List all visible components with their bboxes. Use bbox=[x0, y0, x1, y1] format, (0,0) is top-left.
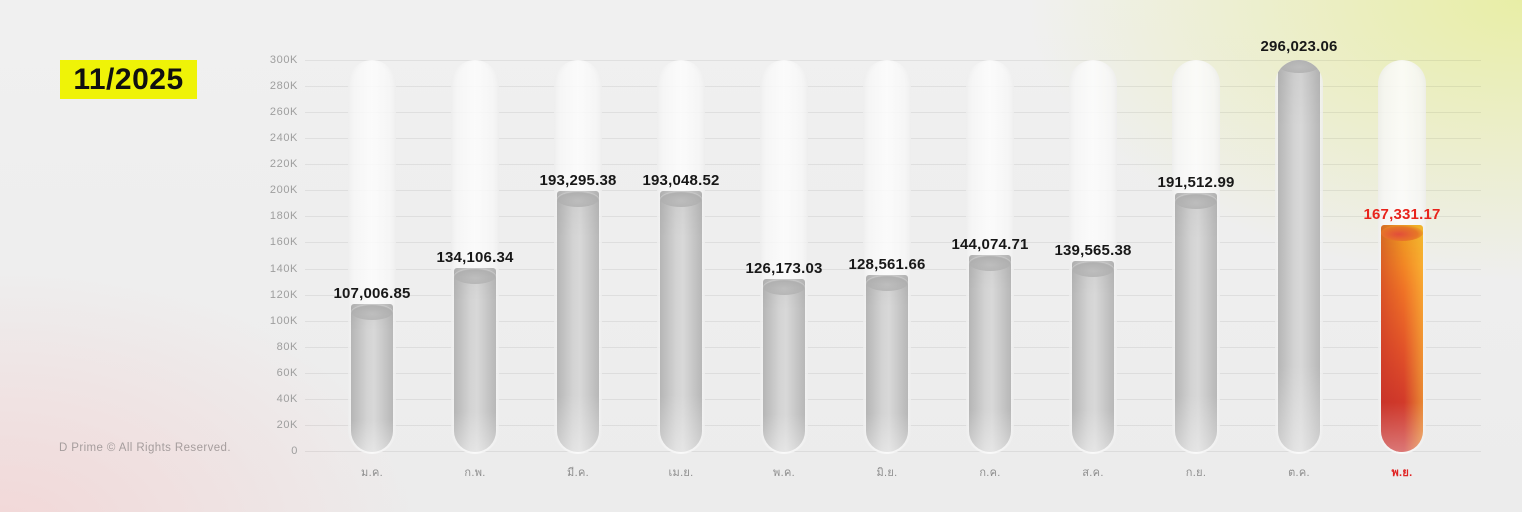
y-axis-label: 160K bbox=[269, 236, 298, 249]
y-axis-label: 40K bbox=[276, 392, 298, 405]
bar-value-label: 193,295.38 bbox=[539, 172, 617, 190]
y-axis-label: 240K bbox=[269, 132, 298, 145]
bar-top-rim bbox=[969, 255, 1011, 272]
x-axis-label: พ.ค. bbox=[773, 467, 795, 479]
bar-value-label: 128,561.66 bbox=[848, 256, 926, 274]
y-axis-label: 120K bbox=[269, 288, 298, 301]
bar-track bbox=[760, 60, 808, 454]
bar-track bbox=[554, 60, 602, 454]
bar-value-label: 191,512.99 bbox=[1157, 174, 1235, 192]
bar-track bbox=[1378, 60, 1426, 454]
bar-top-rim bbox=[763, 278, 805, 295]
chart-plot: 107,006.85 ม.ค. 134,106.34 ก.พ. 193,295.38 มี… bbox=[305, 38, 1481, 479]
bar-track bbox=[1069, 60, 1117, 454]
bar-top-rim bbox=[660, 191, 702, 208]
bar-top-rim bbox=[866, 275, 908, 292]
x-axis-label: เม.ย. bbox=[668, 467, 694, 479]
bar-value-label: 126,173.03 bbox=[745, 259, 823, 277]
y-axis-label: 280K bbox=[269, 80, 298, 93]
y-axis-label: 20K bbox=[276, 418, 298, 431]
bar-fill bbox=[1072, 261, 1114, 452]
bar-top-rim bbox=[1072, 261, 1114, 278]
bar-value-label: 139,565.38 bbox=[1054, 242, 1132, 260]
y-axis-label: 140K bbox=[269, 262, 298, 275]
bar-track bbox=[1172, 60, 1220, 454]
x-axis-label: ต.ค. bbox=[1288, 467, 1310, 479]
y-axis-label: 80K bbox=[276, 340, 298, 353]
bar-value-label: 296,023.06 bbox=[1260, 38, 1338, 56]
x-axis-label: พ.ย. bbox=[1391, 467, 1413, 479]
bar-fill bbox=[969, 255, 1011, 452]
bar-top-rim bbox=[351, 303, 393, 320]
bar-fill bbox=[866, 275, 908, 452]
bar-fill bbox=[1175, 193, 1217, 452]
bar-fill bbox=[351, 303, 393, 453]
y-axis-label: 200K bbox=[269, 184, 298, 197]
bar-top-rim bbox=[454, 268, 496, 285]
bar-top-rim bbox=[1381, 224, 1423, 241]
bar-value-label: 134,106.34 bbox=[436, 249, 514, 267]
bar-top-rim bbox=[1278, 60, 1320, 74]
bar-track bbox=[1275, 60, 1323, 454]
period-badge: 11/2025 bbox=[60, 60, 197, 99]
y-axis-label: 60K bbox=[276, 366, 298, 379]
x-axis-label: ส.ค. bbox=[1082, 467, 1104, 479]
x-axis-label: ม.ค. bbox=[361, 467, 383, 479]
x-axis-label: ก.ย. bbox=[1185, 467, 1207, 479]
bar-fill bbox=[660, 191, 702, 452]
bar-track bbox=[863, 60, 911, 454]
bar-value-label: 107,006.85 bbox=[333, 284, 411, 302]
bar-fill bbox=[1278, 60, 1320, 452]
bar-fill bbox=[454, 268, 496, 452]
y-axis-label: 220K bbox=[269, 158, 298, 171]
bar-fill bbox=[557, 191, 599, 452]
bar-track bbox=[348, 60, 396, 454]
y-axis-label: 300K bbox=[269, 54, 298, 66]
bar-track bbox=[451, 60, 499, 454]
y-axis-label: 100K bbox=[269, 314, 298, 327]
y-axis-label: 260K bbox=[269, 106, 298, 119]
bar-top-rim bbox=[557, 191, 599, 208]
bar-track bbox=[657, 60, 705, 454]
y-axis-label: 180K bbox=[269, 210, 298, 223]
x-axis-label: มิ.ย. bbox=[876, 467, 898, 479]
bar-value-label: 144,074.71 bbox=[951, 236, 1029, 254]
copyright-text: D Prime © All Rights Reserved. bbox=[59, 442, 231, 454]
bar-value-label: 193,048.52 bbox=[642, 172, 720, 190]
bar-fill bbox=[763, 278, 805, 453]
bar-track bbox=[966, 60, 1014, 454]
bar-top-rim bbox=[1175, 193, 1217, 210]
x-axis-label: ก.พ. bbox=[464, 467, 486, 479]
x-axis-label: มี.ค. bbox=[567, 467, 589, 479]
bar-fill-highlight bbox=[1381, 224, 1423, 453]
x-axis-label: ก.ค. bbox=[979, 467, 1001, 479]
bar-value-label: 167,331.17 bbox=[1363, 205, 1441, 223]
y-axis-label: 0 bbox=[291, 445, 298, 457]
